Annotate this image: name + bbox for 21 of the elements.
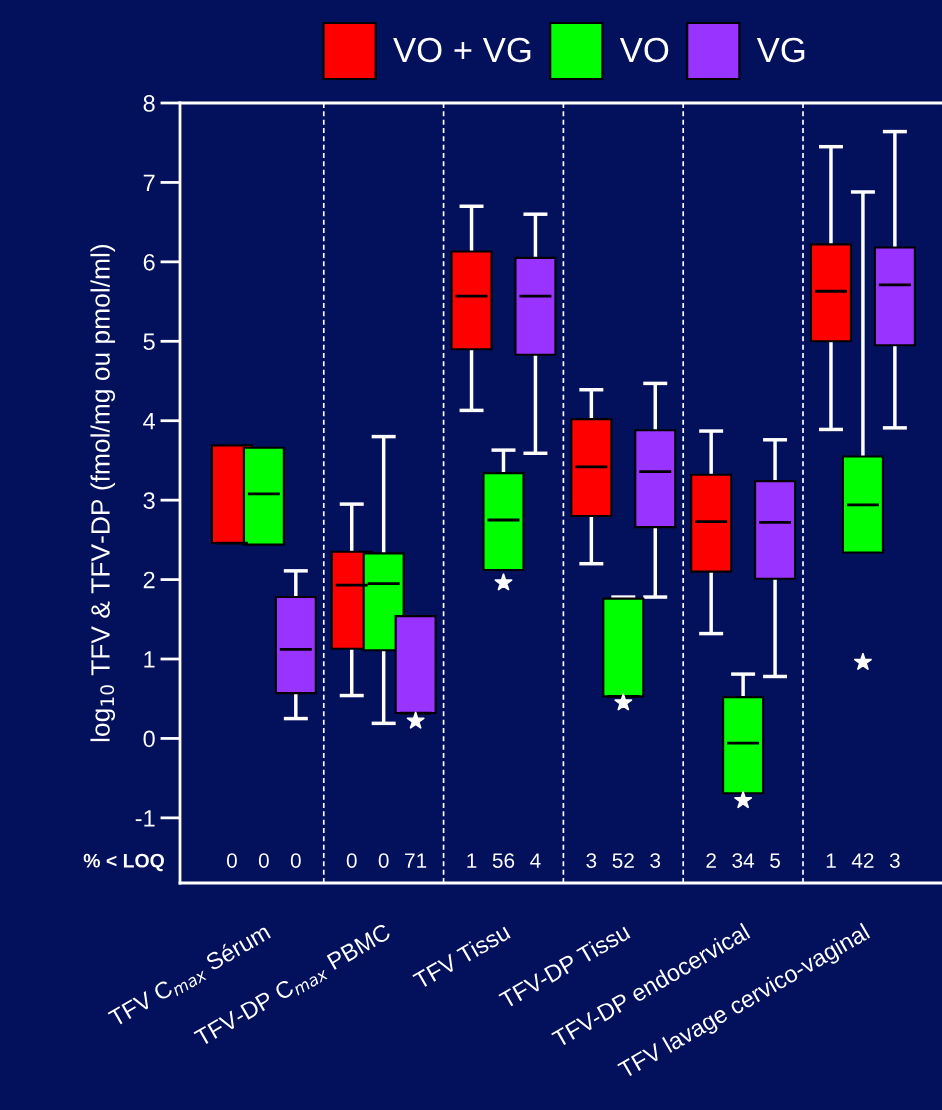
y-axis-title: log$_{10}$ TFV & TFV-DP (fmol/mg ou pmol/ml) — [90, 244, 116, 742]
y-tick-label: 0 — [143, 730, 155, 748]
annotation: 0 0 71 — [346, 853, 427, 868]
legend-label: VO — [619, 37, 669, 63]
annotation: 0 0 0 — [226, 853, 301, 868]
y-tick-label: 1 — [144, 651, 155, 668]
annotation: 3 52 3 — [586, 853, 661, 868]
annotation: 1 42 3 — [826, 853, 900, 868]
y-tick-label: 4 — [143, 413, 155, 430]
y-tick-label: 2 — [143, 571, 155, 589]
y-tick-label: 7 — [143, 174, 155, 191]
y-tick-label: 3 — [143, 492, 155, 509]
y-tick-label: 6 — [143, 253, 155, 271]
annotation: 1 56 4 — [467, 853, 541, 868]
y-tick-label: -1 — [135, 810, 155, 827]
legend-label: VO + VG — [393, 37, 531, 63]
annotation: 2 34 5 — [706, 853, 780, 868]
y-tick-label: 8 — [143, 95, 155, 112]
y-tick-label: 5 — [143, 333, 155, 351]
text: % < LOQ — [83, 853, 164, 872]
legend-label: VG — [756, 37, 805, 63]
